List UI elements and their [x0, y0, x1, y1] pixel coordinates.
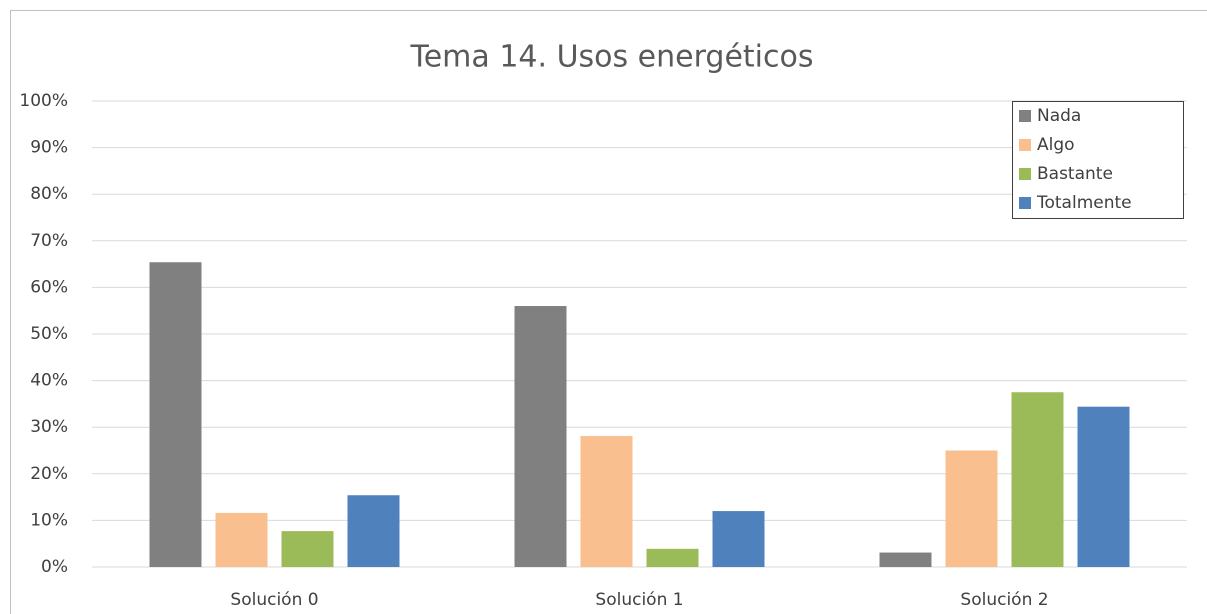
y-tick-label: 20%: [30, 464, 68, 484]
legend-box: [1012, 101, 1184, 219]
bar: [945, 450, 998, 567]
y-tick-label: 50%: [30, 324, 68, 344]
legend-swatch: [1019, 110, 1031, 122]
legend-swatch: [1019, 168, 1031, 180]
bar: [712, 511, 765, 567]
legend-label: Totalmente: [1036, 193, 1132, 213]
y-tick-label: 0%: [41, 557, 68, 577]
x-tick-label: Solución 2: [960, 590, 1048, 610]
y-tick-label: 100%: [19, 91, 68, 111]
y-tick-label: 60%: [30, 277, 68, 297]
legend-label: Bastante: [1037, 164, 1113, 184]
bar: [646, 548, 699, 567]
legend-label: Nada: [1037, 106, 1081, 126]
bar: [580, 436, 633, 567]
y-tick-label: 70%: [30, 231, 68, 251]
y-tick-label: 30%: [30, 417, 68, 437]
x-tick-label: Solución 0: [230, 590, 318, 610]
bar: [215, 512, 268, 567]
y-tick-label: 10%: [30, 510, 68, 530]
bar: [1077, 406, 1130, 567]
legend-swatch: [1019, 139, 1031, 151]
chart-title: Tema 14. Usos energéticos: [410, 40, 814, 75]
bar: [149, 262, 202, 567]
x-tick-label: Solución 1: [595, 590, 683, 610]
bar: [514, 306, 567, 567]
y-tick-label: 80%: [30, 184, 68, 204]
bar: [879, 552, 932, 567]
y-tick-label: 40%: [30, 371, 68, 391]
bar: [281, 531, 334, 567]
legend-swatch: [1019, 197, 1031, 209]
legend-label: Algo: [1037, 135, 1075, 155]
bar: [1011, 392, 1064, 567]
y-tick-label: 90%: [30, 138, 68, 158]
bar: [347, 495, 400, 567]
